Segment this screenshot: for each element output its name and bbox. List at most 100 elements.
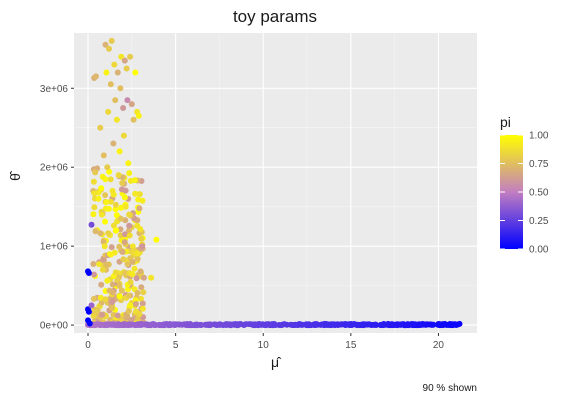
- data-point: [145, 321, 152, 328]
- data-point: [121, 57, 128, 64]
- data-point: [133, 250, 140, 257]
- data-point: [111, 61, 118, 68]
- data-point: [266, 321, 273, 328]
- y-tick-label: 0e+00: [40, 321, 69, 332]
- data-point: [102, 192, 109, 199]
- data-point: [370, 321, 377, 328]
- data-point: [88, 221, 95, 228]
- data-point: [117, 215, 124, 222]
- data-point: [122, 203, 129, 210]
- data-point: [403, 322, 410, 329]
- chart-caption: 90 % shown: [423, 383, 477, 394]
- data-point: [377, 322, 384, 328]
- data-point: [114, 69, 121, 76]
- grid-lines: [74, 33, 477, 333]
- x-tick-label: 5: [173, 340, 179, 351]
- data-point: [118, 53, 125, 60]
- data-point: [124, 97, 131, 104]
- data-point: [234, 322, 241, 329]
- data-point: [91, 271, 97, 278]
- data-point: [129, 258, 136, 265]
- data-point: [112, 206, 119, 213]
- data-point: [130, 116, 137, 123]
- data-point: [128, 101, 135, 108]
- data-point: [116, 293, 123, 300]
- data-point: [148, 274, 155, 281]
- data-point: [126, 170, 133, 177]
- data-point: [125, 292, 132, 299]
- data-point: [389, 322, 396, 328]
- data-point: [99, 266, 106, 273]
- data-point: [135, 112, 142, 119]
- data-point: [123, 65, 130, 72]
- data-point: [121, 194, 128, 201]
- data-point: [436, 321, 443, 328]
- data-point: [351, 321, 358, 327]
- data-point: [115, 172, 122, 179]
- data-point: [108, 37, 115, 44]
- data-point: [105, 205, 112, 212]
- data-point: [240, 322, 247, 328]
- data-point: [107, 198, 114, 205]
- legend-title: pi: [500, 114, 511, 130]
- data-point: [92, 228, 99, 235]
- data-point: [132, 177, 138, 184]
- data-point: [99, 311, 105, 318]
- data-point: [120, 132, 127, 139]
- data-point: [127, 302, 134, 309]
- data-point: [103, 261, 110, 268]
- data-point: [310, 321, 317, 328]
- data-point: [122, 270, 129, 277]
- y-axis-ticks: 0e+00 1e+06 2e+06 3e+06: [40, 84, 74, 332]
- colorbar-tick-label: 0.75: [529, 159, 549, 170]
- color-legend: pi 0.00 0.25 0.50 0.75 1.00: [500, 114, 549, 256]
- data-point: [88, 302, 95, 309]
- data-point: [127, 279, 134, 286]
- data-point: [139, 305, 146, 312]
- data-point: [117, 85, 124, 92]
- data-point: [133, 301, 139, 307]
- data-point: [165, 321, 172, 328]
- data-point: [337, 321, 344, 328]
- data-point: [126, 211, 133, 218]
- data-point: [106, 251, 113, 258]
- data-point: [112, 269, 119, 276]
- data-point: [120, 105, 127, 111]
- data-point: [93, 321, 100, 328]
- data-point: [100, 257, 107, 263]
- data-point: [140, 274, 147, 281]
- data-point: [112, 201, 119, 208]
- data-point: [102, 296, 109, 303]
- data-point: [126, 222, 133, 229]
- data-point: [114, 277, 121, 284]
- data-point: [104, 164, 111, 171]
- data-point: [279, 321, 286, 328]
- data-point: [92, 73, 99, 80]
- data-point: [187, 322, 194, 328]
- data-point: [90, 178, 97, 185]
- data-point: [198, 322, 205, 328]
- colorbar-ticks: 0.00 0.25 0.50 0.75 1.00: [500, 131, 549, 256]
- data-point: [98, 185, 105, 192]
- data-point: [110, 140, 117, 147]
- data-point: [395, 321, 402, 328]
- data-point: [125, 160, 132, 167]
- colorbar: [500, 135, 523, 249]
- data-point: [113, 116, 120, 123]
- data-point: [125, 308, 132, 314]
- data-point: [101, 243, 108, 250]
- data-point: [110, 222, 117, 229]
- data-point: [139, 243, 146, 250]
- data-point: [125, 322, 132, 328]
- data-point: [105, 108, 112, 115]
- data-point: [97, 230, 104, 237]
- data-point: [98, 281, 105, 288]
- data-point: [137, 268, 144, 275]
- y-tick-label: 1e+06: [40, 242, 69, 253]
- data-point: [136, 191, 143, 198]
- data-point: [122, 231, 128, 238]
- data-point: [124, 261, 131, 268]
- data-point: [134, 289, 141, 296]
- data-point: [109, 187, 116, 194]
